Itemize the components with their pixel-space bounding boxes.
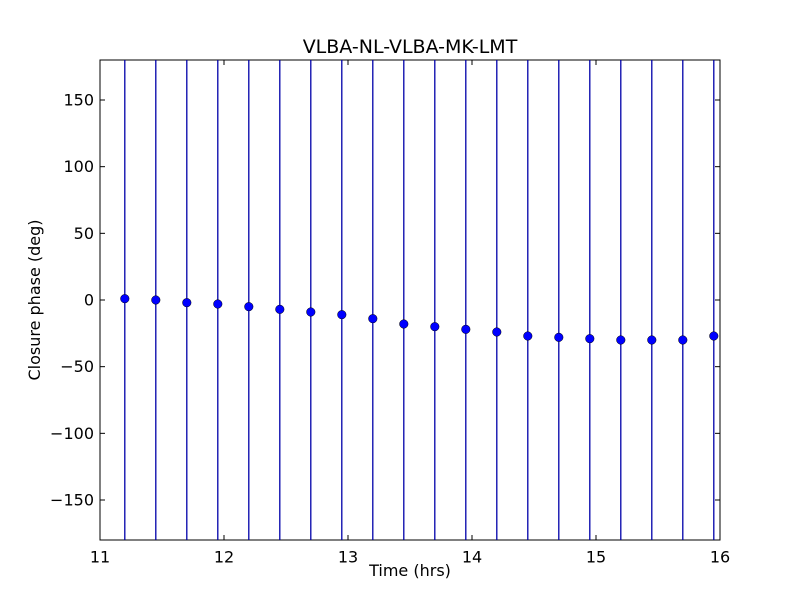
data-point <box>616 335 626 345</box>
y-tick-label: −100 <box>50 424 94 443</box>
data-point <box>585 334 595 344</box>
y-axis-label: Closure phase (deg) <box>25 219 44 380</box>
data-point <box>430 322 440 332</box>
x-tick-label: 13 <box>338 548 358 567</box>
data-point <box>182 298 192 308</box>
axis-ticks: 11 12 13 14 15 16 150 100 50 0 −50 −100 −150 <box>50 60 730 567</box>
data-point <box>275 304 285 314</box>
y-tick-label: −50 <box>60 357 94 376</box>
y-tick-label: 150 <box>63 91 94 110</box>
chart-title: VLBA-NL-VLBA-MK-LMT <box>303 36 518 58</box>
data-point <box>461 324 471 334</box>
data-point <box>523 331 533 341</box>
y-tick-label: 100 <box>63 157 94 176</box>
x-tick-label: 11 <box>90 548 110 567</box>
y-tick-label: 0 <box>84 291 94 310</box>
data-point <box>337 310 347 320</box>
x-axis-label: Time (hrs) <box>368 561 451 580</box>
data-point <box>647 335 657 345</box>
data-point <box>492 327 502 337</box>
data-point <box>709 331 719 341</box>
data-point <box>399 319 409 329</box>
data-point <box>368 314 378 324</box>
data-point <box>554 332 564 342</box>
y-tick-label: −150 <box>50 491 94 510</box>
data-point <box>306 307 316 317</box>
data-point <box>151 295 161 305</box>
y-tick-label: 50 <box>74 224 94 243</box>
data-point <box>244 302 254 312</box>
plot-area <box>99 59 721 541</box>
data-point <box>120 294 130 304</box>
x-tick-label: 16 <box>710 548 730 567</box>
x-tick-label: 15 <box>586 548 606 567</box>
x-tick-label: 12 <box>214 548 234 567</box>
data-point <box>213 299 223 309</box>
plot-frame <box>99 59 721 541</box>
data-point <box>678 335 688 345</box>
x-tick-label: 14 <box>462 548 482 567</box>
